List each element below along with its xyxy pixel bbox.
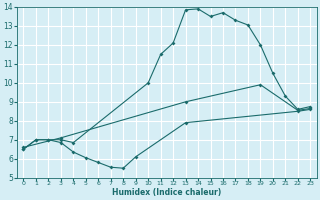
X-axis label: Humidex (Indice chaleur): Humidex (Indice chaleur): [112, 188, 221, 197]
